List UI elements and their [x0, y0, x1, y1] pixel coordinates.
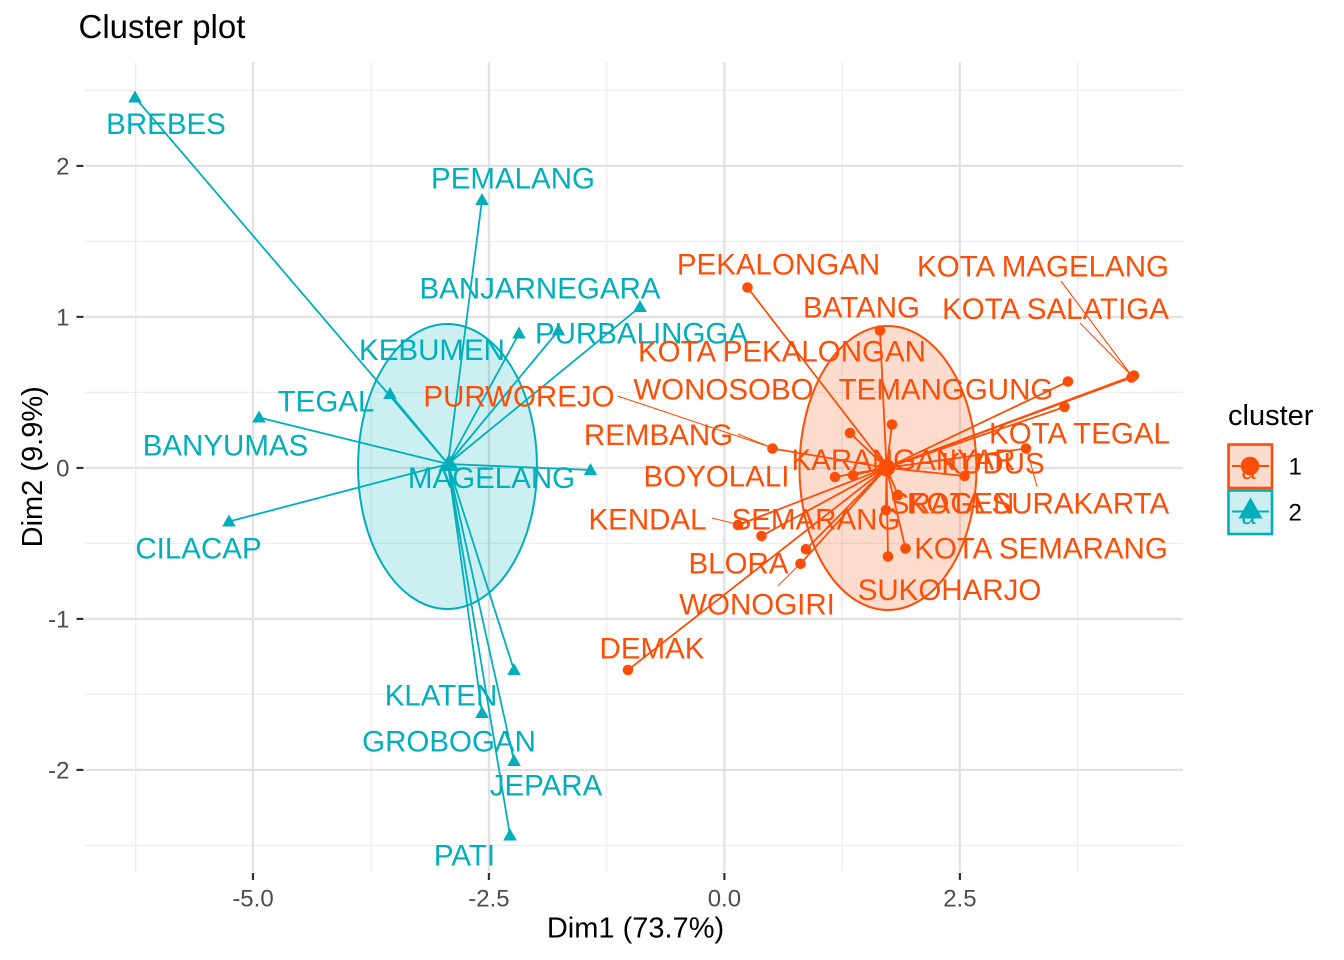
svg-text:Cluster plot: Cluster plot [79, 8, 246, 45]
svg-text:BOYOLALI: BOYOLALI [644, 461, 790, 494]
svg-text:SEMARANG: SEMARANG [732, 504, 901, 537]
svg-text:BANYUMAS: BANYUMAS [143, 430, 309, 463]
svg-text:SRAGEN: SRAGEN [890, 488, 1015, 521]
svg-text:Dim1 (73.7%): Dim1 (73.7%) [547, 913, 724, 945]
svg-text:1: 1 [56, 304, 69, 331]
svg-text:PEKALONGAN: PEKALONGAN [677, 249, 880, 282]
svg-text:JEPARA: JEPARA [490, 770, 603, 803]
svg-text:KARANGANYAR: KARANGANYAR [791, 444, 1015, 477]
svg-text:PURBALINGGA: PURBALINGGA [535, 318, 748, 351]
svg-text:GROBOGAN: GROBOGAN [362, 726, 536, 759]
svg-text:0.0: 0.0 [708, 886, 741, 913]
svg-text:Dim2 (9.9%): Dim2 (9.9%) [17, 386, 49, 547]
svg-text:0: 0 [56, 455, 69, 482]
svg-text:CILACAP: CILACAP [135, 533, 261, 566]
svg-text:KOTA SURAKARTA: KOTA SURAKARTA [907, 488, 1170, 521]
svg-text:2: 2 [1289, 500, 1302, 527]
svg-text:1: 1 [1289, 454, 1302, 481]
svg-text:WONOGIRI: WONOGIRI [679, 589, 835, 622]
svg-text:DEMAK: DEMAK [600, 633, 705, 666]
svg-text:PEMALANG: PEMALANG [431, 163, 595, 196]
svg-text:REMBANG: REMBANG [584, 419, 733, 452]
svg-text:KOTA TEGAL: KOTA TEGAL [989, 418, 1170, 451]
svg-text:KOTA MAGELANG: KOTA MAGELANG [917, 251, 1169, 284]
svg-text:TEMANGGUNG: TEMANGGUNG [839, 374, 1054, 407]
svg-text:KEBUMEN: KEBUMEN [359, 334, 505, 367]
svg-text:PURWOREJO: PURWOREJO [423, 381, 614, 414]
svg-text:BLORA: BLORA [688, 548, 788, 581]
svg-text:cluster: cluster [1228, 400, 1314, 432]
svg-text:BANJARNEGARA: BANJARNEGARA [420, 273, 661, 306]
svg-text:2: 2 [56, 153, 69, 180]
svg-text:MAGELANG: MAGELANG [408, 462, 575, 495]
svg-text:BREBES: BREBES [106, 108, 226, 141]
svg-text:KOTA SALATIGA: KOTA SALATIGA [942, 293, 1169, 326]
svg-text:KENDAL: KENDAL [588, 504, 706, 537]
svg-text:KUDUS: KUDUS [941, 448, 1044, 481]
svg-text:BATANG: BATANG [803, 292, 920, 325]
svg-text:-1: -1 [48, 606, 69, 633]
svg-text:-5.0: -5.0 [232, 886, 273, 913]
svg-text:KLATEN: KLATEN [385, 680, 498, 713]
svg-text:-2.5: -2.5 [468, 886, 509, 913]
svg-text:WONOSOBO: WONOSOBO [633, 374, 813, 407]
svg-text:SUKOHARJO: SUKOHARJO [858, 574, 1042, 607]
svg-text:2.5: 2.5 [943, 886, 976, 913]
svg-text:TEGAL: TEGAL [278, 386, 375, 419]
svg-text:KOTA SEMARANG: KOTA SEMARANG [914, 533, 1168, 566]
svg-text:PATI: PATI [434, 840, 495, 873]
svg-text:KOTA PEKALONGAN: KOTA PEKALONGAN [638, 336, 926, 369]
svg-text:-2: -2 [48, 757, 69, 784]
